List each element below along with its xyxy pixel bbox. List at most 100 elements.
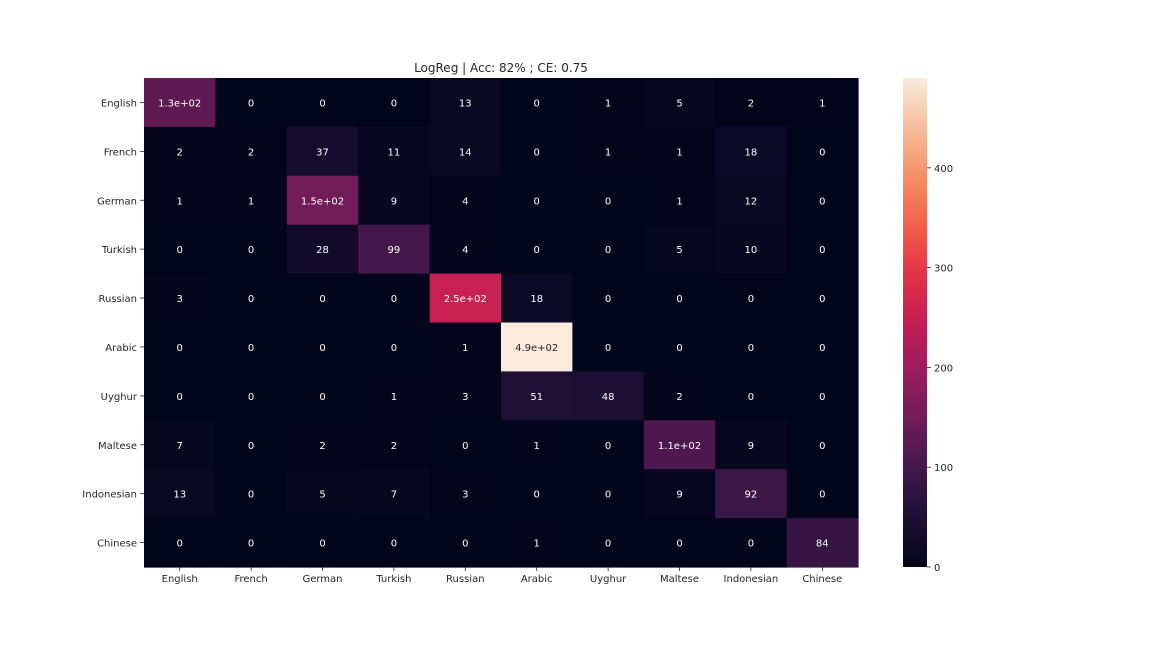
cell-value-label: 99 xyxy=(388,245,401,256)
heatmap-cell xyxy=(358,175,431,226)
cell-value-label: 0 xyxy=(248,245,254,256)
y-axis-tick-label: French xyxy=(104,147,137,158)
cell-value-label: 3 xyxy=(177,294,183,305)
heatmap-cell xyxy=(429,175,502,226)
heatmap-cell xyxy=(144,273,216,324)
heatmap-cell xyxy=(786,420,859,470)
heatmap-cell xyxy=(286,469,359,519)
cell-value-label: 0 xyxy=(534,196,540,207)
cell-value-label: 0 xyxy=(748,343,754,354)
cell-value-label: 0 xyxy=(391,343,397,354)
heatmap-cell xyxy=(786,126,859,177)
heatmap-cell xyxy=(429,322,502,372)
heatmap-cell xyxy=(501,175,573,226)
heatmap-cell xyxy=(429,126,502,177)
heatmap-cell xyxy=(572,126,645,177)
heatmap-cell xyxy=(286,420,359,470)
heatmap-cell xyxy=(715,518,788,568)
heatmap-cell xyxy=(429,420,502,470)
heatmap-cell xyxy=(715,469,788,519)
cell-value-label: 0 xyxy=(819,392,825,403)
cell-value-label: 0 xyxy=(676,343,682,354)
heatmap-cell xyxy=(215,78,288,128)
x-axis-tick-label: French xyxy=(234,574,267,585)
cell-value-label: 1.5e+02 xyxy=(301,196,344,207)
cell-value-label: 9 xyxy=(748,441,754,452)
cell-value-label: 0 xyxy=(819,245,825,256)
heatmap-cell xyxy=(286,518,359,568)
x-axis-tick-label: English xyxy=(162,574,198,585)
cell-value-label: 0 xyxy=(605,539,611,550)
colorbar-tick-label: 0 xyxy=(934,563,940,574)
cell-value-label: 0 xyxy=(676,539,682,550)
cell-value-label: 0 xyxy=(605,490,611,501)
y-axis-tick-label: Chinese xyxy=(97,539,137,550)
cell-value-label: 1 xyxy=(676,196,682,207)
cell-value-label: 0 xyxy=(605,343,611,354)
cell-value-label: 1 xyxy=(177,196,183,207)
heatmap-cell xyxy=(429,469,502,519)
heatmap-cell xyxy=(358,224,431,275)
heatmap-cell xyxy=(501,469,573,519)
heatmap-cell xyxy=(501,273,573,324)
x-axis-tick-label: Maltese xyxy=(660,574,699,585)
heatmap-cell xyxy=(144,518,216,568)
cell-value-label: 5 xyxy=(676,245,682,256)
heatmap-cell xyxy=(643,78,716,128)
heatmap-cell xyxy=(358,469,431,519)
cell-value-label: 0 xyxy=(534,245,540,256)
cell-value-label: 7 xyxy=(177,441,183,452)
heatmap-cell xyxy=(715,371,788,421)
heatmap-cell xyxy=(643,175,716,226)
x-axis-tick-label: Indonesian xyxy=(724,574,779,585)
cell-value-label: 4 xyxy=(462,196,468,207)
cell-value-label: 0 xyxy=(534,98,540,109)
heatmap-cell xyxy=(501,224,573,275)
heatmap-cell xyxy=(501,126,573,177)
cell-value-label: 7 xyxy=(391,490,397,501)
cell-value-label: 2.5e+02 xyxy=(444,294,487,305)
cell-value-label: 0 xyxy=(391,98,397,109)
y-axis-tick-label: Indonesian xyxy=(82,490,137,501)
cell-value-label: 0 xyxy=(248,98,254,109)
cell-value-label: 4 xyxy=(462,245,468,256)
x-axis-tick-label: Turkish xyxy=(375,574,411,585)
heatmap-cell xyxy=(144,224,216,275)
heatmap-cell xyxy=(215,420,288,470)
cell-value-label: 1 xyxy=(534,441,540,452)
cell-value-label: 0 xyxy=(177,539,183,550)
heatmap-cell xyxy=(501,78,573,128)
cell-value-label: 0 xyxy=(462,441,468,452)
x-axis-tick-label: German xyxy=(302,574,342,585)
cell-value-label: 0 xyxy=(177,392,183,403)
heatmap-cell xyxy=(501,420,573,470)
y-axis-tick-label: Turkish xyxy=(101,245,137,256)
colorbar-gradient xyxy=(903,78,927,567)
cell-value-label: 37 xyxy=(316,147,329,158)
colorbar-tick-label: 300 xyxy=(934,264,953,275)
heatmap-cell xyxy=(429,518,502,568)
heatmap-cell xyxy=(572,469,645,519)
heatmap-cell xyxy=(572,273,645,324)
heatmap-cell xyxy=(144,126,216,177)
cell-value-label: 0 xyxy=(605,294,611,305)
heatmap-cell xyxy=(715,224,788,275)
cell-value-label: 5 xyxy=(319,490,325,501)
cell-value-label: 0 xyxy=(319,294,325,305)
y-axis-tick-label: Uyghur xyxy=(101,392,138,403)
colorbar-tick-label: 200 xyxy=(934,363,953,374)
heatmap-cell xyxy=(358,273,431,324)
x-axis-tick-label: Russian xyxy=(446,574,485,585)
cell-value-label: 1 xyxy=(462,343,468,354)
heatmap-cell xyxy=(786,78,859,128)
cell-value-label: 2 xyxy=(748,98,754,109)
cell-value-label: 11 xyxy=(388,147,401,158)
cell-value-label: 0 xyxy=(248,441,254,452)
heatmap-cell xyxy=(215,469,288,519)
cell-value-label: 3 xyxy=(462,392,468,403)
cell-value-label: 14 xyxy=(459,147,472,158)
heatmap-cell xyxy=(715,126,788,177)
cell-value-label: 0 xyxy=(534,490,540,501)
heatmap-cell xyxy=(572,518,645,568)
